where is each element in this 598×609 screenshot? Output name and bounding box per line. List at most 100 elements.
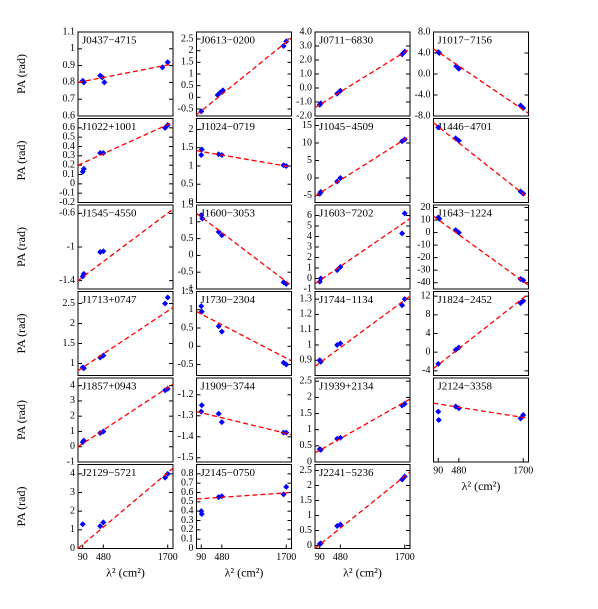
x-axis-label: λ² (cm²): [106, 565, 145, 579]
y-tick-label: 4.0: [300, 26, 313, 37]
panel-title: J1824−2452: [438, 294, 492, 306]
y-tick-label: 1.5: [181, 199, 194, 210]
panel-title: J2241−5236: [319, 467, 374, 479]
y-tick-label: -1: [304, 283, 312, 294]
panel-title: J1045−4509: [319, 121, 374, 133]
data-point: [455, 344, 462, 351]
y-tick-label: 0.6: [181, 487, 194, 498]
y-tick-label: 2.5: [300, 465, 313, 476]
y-tick-label: -1.2: [178, 389, 194, 400]
panel-title: J1909−3744: [201, 381, 256, 393]
data-point: [199, 215, 206, 222]
panel: 00.10.20.30.40.50.60.70.8 90 480 1700 J2145−…: [181, 464, 296, 579]
data-point: [280, 43, 287, 49]
data-point: [164, 59, 171, 66]
y-tick-label: 0.0: [300, 82, 313, 93]
y-tick-label: 3.0: [300, 40, 313, 51]
plot-frame: [196, 377, 292, 463]
y-tick-label: 1: [189, 68, 194, 79]
fit-line: [196, 311, 292, 362]
x-tick-label: 1700: [395, 552, 415, 563]
plot-frame: [196, 118, 292, 203]
y-tick-label: 2: [70, 318, 75, 329]
x-axis-label: λ² (cm²): [225, 565, 264, 579]
panel-title: J2124−3358: [438, 381, 493, 393]
y-tick-label: 4: [70, 468, 75, 479]
y-tick-label: -40: [417, 277, 430, 288]
fit-line: [433, 215, 529, 286]
y-tick-label: 1.5: [63, 338, 76, 349]
plot-frame: [433, 204, 529, 290]
y-tick-label: 0.5: [300, 525, 313, 536]
y-tick-label: 2: [70, 505, 75, 516]
data-point: [317, 100, 324, 107]
y-tick-label: 1: [70, 43, 75, 54]
y-tick-label: -4: [422, 365, 430, 376]
x-tick-label: 480: [333, 552, 348, 563]
fit-line: [433, 402, 529, 419]
y-axis-label: PA (rad): [14, 141, 28, 181]
data-point: [401, 296, 408, 303]
fit-line: [314, 135, 411, 197]
data-point: [455, 137, 462, 144]
panel-title: J1744−1134: [319, 294, 374, 306]
y-tick-label: -30: [417, 264, 430, 275]
data-point: [337, 175, 344, 181]
y-tick-label: 15: [302, 120, 312, 131]
panel: 0 0.5 1 1.5 2 2.5 J1939+2134: [300, 376, 411, 467]
y-tick-label: 4: [70, 380, 75, 391]
panel: -0.2-0.100.10.20.30.40.50.6 J1022+1001 PA …: [14, 118, 174, 208]
y-tick-label: 10: [302, 137, 312, 148]
y-tick-label: 0.5: [181, 322, 194, 333]
data-point: [215, 228, 222, 235]
y-tick-label: 0.8: [63, 77, 76, 88]
y-tick-label: 2.5: [181, 33, 194, 44]
panel-title: J1857+0943: [82, 381, 137, 393]
y-tick-label: -1.5: [178, 452, 194, 463]
panel-title: J0613−0200: [201, 35, 256, 47]
y-tick-label: 2.5: [300, 376, 313, 387]
y-tick-label: 0.5: [63, 131, 76, 142]
data-point: [218, 328, 225, 335]
panel-title: J1446−4701: [438, 121, 492, 133]
data-point: [337, 340, 344, 347]
y-tick-label: 0.5: [181, 179, 194, 190]
fit-line: [314, 295, 411, 367]
panel-title: J1643−1224: [438, 208, 493, 220]
fit-line: [77, 383, 174, 448]
y-tick-label: 0.8: [181, 468, 194, 479]
y-tick-label: -0.5: [178, 359, 194, 370]
y-tick-label: 3: [307, 241, 312, 252]
fit-line: [433, 48, 529, 114]
y-tick-label: 0.3: [181, 515, 194, 526]
y-tick-label: -10: [417, 239, 430, 250]
y-tick-label: 0.7: [63, 93, 76, 104]
y-tick-label: 1: [70, 358, 75, 369]
y-tick-label: -0.2: [59, 197, 75, 208]
data-point: [100, 248, 107, 255]
data-point: [317, 189, 324, 195]
panel-title: J1022+1001: [82, 121, 136, 133]
data-point: [436, 215, 443, 222]
y-tick-label: -1.3: [178, 410, 194, 421]
y-tick-label: 1.3: [300, 293, 313, 304]
fit-line: [196, 149, 292, 168]
panel: 0 0.5 1 1.5 2 J1024−0719: [181, 118, 292, 208]
y-tick-label: 20: [421, 202, 431, 213]
data-point: [455, 229, 462, 236]
data-point: [164, 294, 171, 301]
y-tick-label: 0: [307, 456, 312, 467]
x-tick-label: 480: [214, 552, 229, 563]
fit-line: [77, 121, 174, 166]
panel: -8.0 -4.0 0.0 4.0 8.0 J1017−7156: [415, 26, 529, 121]
panel: 0 1 2 3 4 90 480 1700 J2129−5721 PA (rad) λ² (cm²): [14, 464, 178, 579]
plot-frame: [314, 291, 411, 376]
panel-title: J1024−0719: [201, 121, 256, 133]
y-axis-label: PA (rad): [14, 314, 28, 354]
fit-line: [314, 218, 411, 285]
panel: -0.5 0 0.5 1 1.5 J1730−2304: [178, 286, 292, 376]
data-point: [80, 79, 87, 86]
data-point: [100, 519, 107, 526]
y-tick-label: 4: [426, 328, 431, 339]
y-tick-label: 4: [307, 231, 312, 242]
